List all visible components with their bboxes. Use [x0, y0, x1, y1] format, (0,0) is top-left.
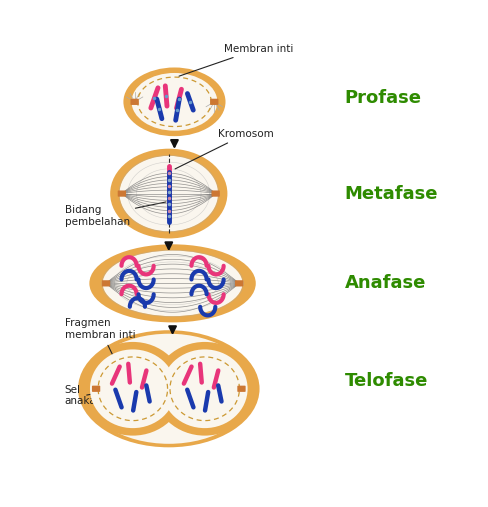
Text: Anafase: Anafase [345, 274, 426, 293]
FancyBboxPatch shape [102, 280, 110, 286]
Text: Sel
anakan: Sel anakan [65, 385, 103, 407]
Text: Metafase: Metafase [345, 185, 438, 203]
Ellipse shape [110, 149, 227, 238]
FancyBboxPatch shape [130, 99, 139, 105]
Ellipse shape [102, 250, 243, 316]
FancyBboxPatch shape [118, 191, 126, 197]
Ellipse shape [154, 342, 256, 436]
Text: Membran inti: Membran inti [179, 44, 293, 76]
Ellipse shape [89, 244, 256, 322]
Text: Fragmen
membran inti: Fragmen membran inti [65, 318, 135, 363]
Ellipse shape [82, 342, 184, 436]
Text: Profase: Profase [345, 89, 422, 107]
FancyBboxPatch shape [237, 386, 245, 392]
Ellipse shape [132, 73, 217, 131]
Ellipse shape [78, 330, 260, 447]
FancyBboxPatch shape [210, 99, 219, 105]
Text: Telofase: Telofase [345, 372, 428, 390]
Ellipse shape [162, 349, 247, 428]
Text: Bidang
pembelahan: Bidang pembelahan [65, 202, 166, 227]
Text: Kromosom: Kromosom [175, 129, 274, 169]
FancyBboxPatch shape [211, 191, 220, 197]
Ellipse shape [90, 349, 176, 428]
FancyBboxPatch shape [92, 386, 100, 392]
Ellipse shape [120, 156, 218, 231]
Ellipse shape [123, 67, 225, 136]
FancyBboxPatch shape [235, 280, 244, 286]
Ellipse shape [83, 334, 254, 444]
